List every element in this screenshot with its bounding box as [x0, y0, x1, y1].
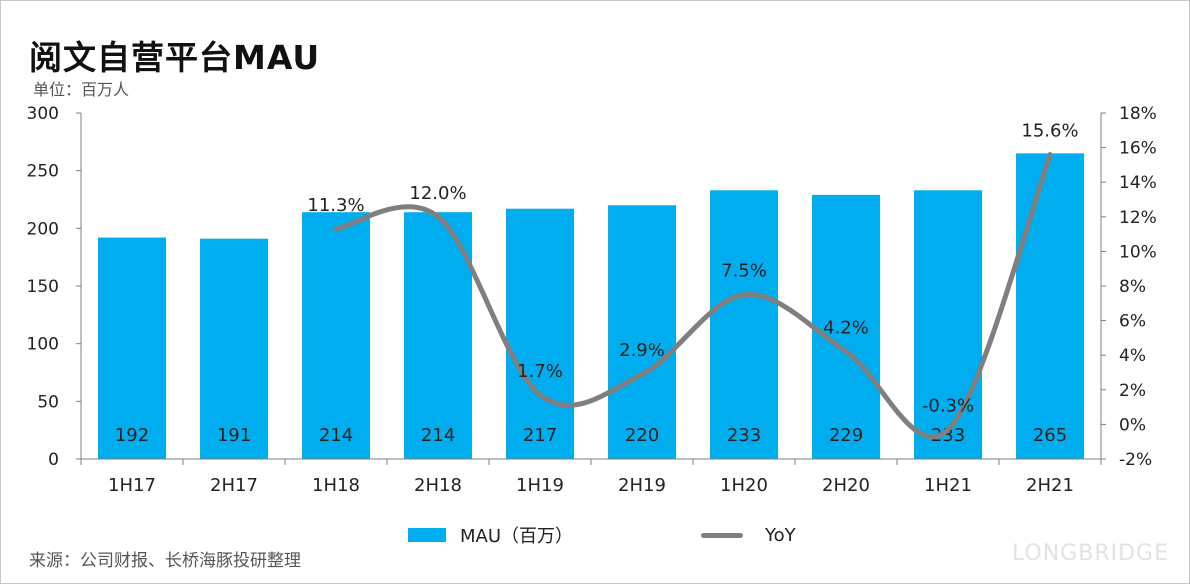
bar-value-label-1H19: 217: [523, 425, 557, 446]
right-tick-label-2: 2%: [1119, 381, 1146, 401]
yoy-label-1H18: 11.3%: [307, 195, 364, 216]
bar-value-label-2H18: 214: [421, 425, 455, 446]
x-tick-label-2H19: 2H19: [618, 475, 666, 496]
bar-value-label-2H17: 191: [217, 425, 251, 446]
bar-value-label-1H17: 192: [115, 425, 149, 446]
x-tick-label-1H18: 1H18: [312, 475, 360, 496]
bar-value-label-2H21: 265: [1033, 425, 1067, 446]
left-tick-label-300: 300: [27, 104, 59, 124]
x-tick-label-1H19: 1H19: [516, 475, 564, 496]
right-tick-label-0: 0%: [1119, 415, 1146, 435]
right-tick-label-8: 8%: [1119, 277, 1146, 297]
right-tick-label--2: -2%: [1119, 450, 1152, 470]
left-tick-label-250: 250: [27, 162, 59, 182]
yoy-label-1H21: -0.3%: [922, 396, 974, 417]
yoy-label-2H19: 2.9%: [619, 340, 665, 361]
bar-2H20: [812, 194, 880, 460]
legend-swatch-yoy: [701, 532, 743, 538]
yoy-label-2H18: 12.0%: [409, 183, 466, 204]
bar-value-label-1H21: 233: [931, 425, 965, 446]
left-tick-label-100: 100: [27, 335, 59, 355]
left-tick-label-200: 200: [27, 219, 59, 239]
legend-item-mau: MAU（百万）: [408, 523, 573, 547]
legend-label-yoy: YoY: [765, 524, 796, 546]
bar-value-label-2H19: 220: [625, 425, 659, 446]
right-tick-label-18: 18%: [1119, 104, 1157, 124]
bar-1H17: [98, 237, 166, 459]
x-tick-label-2H18: 2H18: [414, 475, 462, 496]
bar-1H20: [710, 190, 778, 460]
yoy-label-1H19: 1.7%: [517, 361, 563, 382]
right-tick-label-16: 16%: [1119, 139, 1157, 159]
bar-value-label-2H20: 229: [829, 425, 863, 446]
bar-2H21: [1016, 153, 1084, 459]
bar-value-label-1H20: 233: [727, 425, 761, 446]
bar-2H18: [404, 212, 472, 459]
chart-title: 阅文自营平台MAU: [29, 38, 321, 77]
right-tick-label-14: 14%: [1119, 173, 1157, 193]
left-tick-label-0: 0: [48, 450, 59, 470]
legend-label-mau: MAU（百万）: [460, 526, 574, 547]
legend-item-yoy: YoY: [701, 523, 796, 547]
left-tick-label-50: 50: [37, 392, 59, 412]
left-tick-label-150: 150: [27, 277, 59, 297]
x-tick-label-2H17: 2H17: [210, 475, 258, 496]
yoy-label-2H20: 4.2%: [823, 318, 869, 339]
x-tick-label-1H17: 1H17: [108, 475, 156, 496]
unit-label: 单位：百万人: [33, 80, 130, 99]
right-tick-label-12: 12%: [1119, 208, 1157, 228]
x-tick-label-1H20: 1H20: [720, 475, 768, 496]
source-note: 来源：公司财报、长桥海豚投研整理: [29, 551, 301, 571]
bar-1H21: [914, 190, 982, 460]
yoy-label-2H21: 15.6%: [1021, 121, 1078, 142]
yoy-label-1H20: 7.5%: [721, 261, 767, 282]
legend-swatch-mau: [408, 528, 446, 542]
bar-value-label-1H18: 214: [319, 425, 353, 446]
right-tick-label-10: 10%: [1119, 242, 1157, 262]
x-tick-label-2H20: 2H20: [822, 475, 870, 496]
bar-1H19: [506, 208, 574, 459]
right-tick-label-4: 4%: [1119, 346, 1146, 366]
bar-2H19: [608, 205, 676, 459]
x-tick-label-1H21: 1H21: [924, 475, 972, 496]
right-tick-label-6: 6%: [1119, 312, 1146, 332]
watermark-logo: LONGBRIDGE: [1011, 541, 1169, 566]
yoy-line: [333, 152, 1053, 440]
bar-2H17: [200, 238, 268, 459]
x-tick-label-2H21: 2H21: [1026, 475, 1074, 496]
bar-1H18: [302, 212, 370, 459]
